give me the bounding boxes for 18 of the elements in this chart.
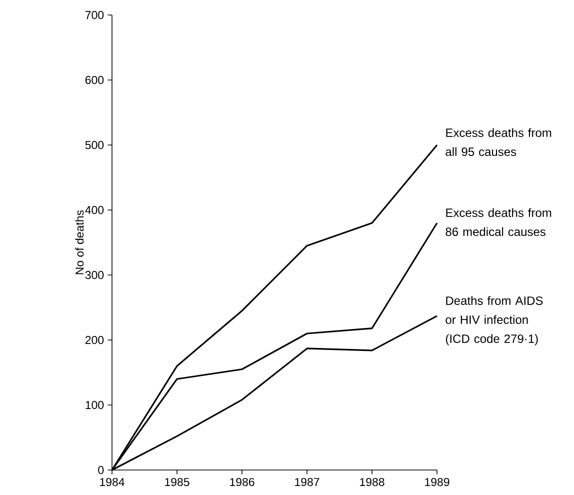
x-tick-label: 1987 bbox=[295, 478, 320, 486]
y-tick-label: 100 bbox=[86, 400, 104, 410]
y-tick-label: 0 bbox=[98, 466, 104, 474]
y-tick-label: 600 bbox=[85, 76, 104, 84]
series-label: Deaths from AIDS or HIV infection (ICD code 279·1) bbox=[446, 296, 543, 346]
x-tick-label: 1988 bbox=[360, 478, 384, 486]
y-tick-label: 200 bbox=[85, 336, 104, 344]
y-tick-label: 300 bbox=[85, 270, 104, 280]
x-tick-label: 1985 bbox=[165, 478, 190, 486]
series-label: Excess deaths from 86 medical causes bbox=[446, 208, 552, 236]
y-tick-label: 700 bbox=[85, 10, 104, 20]
series-label: Excess deaths from all 95 causes bbox=[446, 128, 552, 156]
x-tick-label: 1989 bbox=[425, 478, 450, 486]
y-axis-title: No of deaths bbox=[75, 210, 84, 274]
y-tick-label: 500 bbox=[85, 140, 104, 150]
y-tick-label: 400 bbox=[85, 206, 104, 214]
x-tick-label: 1986 bbox=[230, 478, 254, 486]
x-tick-label: 1984 bbox=[100, 478, 124, 486]
